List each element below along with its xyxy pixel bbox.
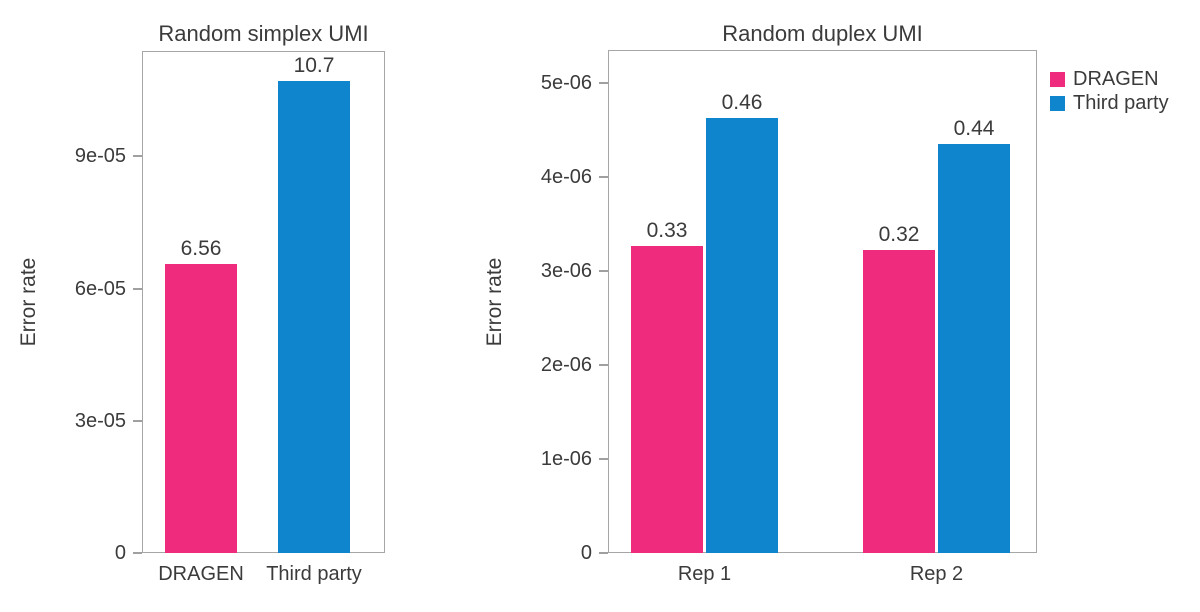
y-tick-label: 0 xyxy=(580,542,592,564)
bar-dragen xyxy=(165,264,237,553)
x-category-label: DRAGEN xyxy=(158,563,244,585)
bar-value-label: 0.44 xyxy=(953,117,995,140)
y-tick-mark xyxy=(599,457,608,460)
y-axis-label: Error rate xyxy=(17,257,40,347)
bar-value-label: 6.56 xyxy=(180,237,222,260)
bar-third-party xyxy=(278,81,350,553)
y-tick-mark xyxy=(133,155,142,158)
plot-area xyxy=(608,50,1037,553)
y-tick-mark xyxy=(133,287,142,290)
bar-value-label: 0.46 xyxy=(721,91,763,114)
chart-title: Random duplex UMI xyxy=(722,21,923,46)
legend-swatch-icon xyxy=(1050,96,1065,111)
y-tick-mark xyxy=(599,552,608,554)
y-tick-mark xyxy=(599,175,608,178)
bar-value-label: 0.33 xyxy=(646,219,688,242)
plot-area xyxy=(142,51,385,553)
y-tick-mark xyxy=(133,419,142,422)
bar-value-label: 10.7 xyxy=(293,54,335,77)
legend-swatch-icon xyxy=(1050,72,1065,87)
x-category-label: Rep 1 xyxy=(677,563,732,585)
legend-item: Third party xyxy=(1050,92,1169,115)
y-tick-mark xyxy=(599,269,608,272)
bar-dragen-rep2 xyxy=(863,250,935,553)
y-tick-label: 2e-06 xyxy=(540,353,592,376)
bar-third-party-rep1 xyxy=(706,118,778,553)
y-tick-mark xyxy=(599,363,608,366)
chart-title: Random simplex UMI xyxy=(158,21,369,46)
y-tick-label: 3e-05 xyxy=(74,409,126,432)
y-tick-label: 5e-06 xyxy=(540,71,592,94)
y-tick-mark xyxy=(133,552,142,554)
legend: DRAGEN Third party xyxy=(1050,68,1169,116)
legend-item: DRAGEN xyxy=(1050,68,1169,91)
bar-value-label: 0.32 xyxy=(878,223,920,246)
y-tick-label: 4e-06 xyxy=(540,165,592,188)
legend-label: DRAGEN xyxy=(1073,68,1159,90)
x-category-label: Third party xyxy=(266,563,362,585)
y-tick-label: 1e-06 xyxy=(540,447,592,470)
y-tick-mark xyxy=(599,81,608,84)
bar-dragen-rep1 xyxy=(631,246,703,553)
x-category-label: Rep 2 xyxy=(909,563,964,585)
y-tick-label: 6e-05 xyxy=(74,277,126,300)
y-tick-label: 3e-06 xyxy=(540,259,592,282)
y-axis-label: Error rate xyxy=(483,257,506,346)
bar-third-party-rep2 xyxy=(938,144,1010,553)
y-tick-label: 9e-05 xyxy=(74,145,126,168)
legend-label: Third party xyxy=(1073,92,1169,114)
y-tick-label: 0 xyxy=(114,542,126,564)
